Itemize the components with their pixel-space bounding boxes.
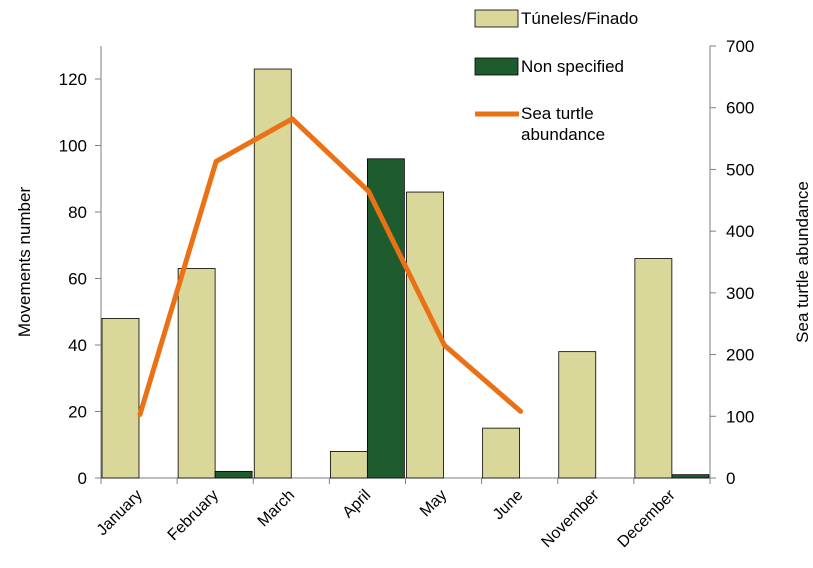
- category-label: May: [417, 487, 450, 520]
- legend-label-line: Sea turtle: [521, 104, 594, 123]
- bar-non-specified: [366, 158, 405, 479]
- y2-axis-title: Sea turtle abundance: [793, 181, 812, 343]
- right-tick-label: 700: [726, 37, 754, 56]
- left-tick-label: 20: [68, 403, 87, 422]
- legend-label-line: abundance: [521, 125, 605, 144]
- legend-label-non-specified: Non specified: [521, 57, 624, 76]
- category-label: April: [340, 487, 375, 522]
- y-axis-title: Movements number: [15, 187, 34, 338]
- left-tick-label: 80: [68, 203, 87, 222]
- left-tick-label: 60: [68, 270, 87, 289]
- right-tick-label: 400: [726, 222, 754, 241]
- bar-tuneles-finado: [177, 268, 216, 479]
- legend-label-sea-turtle-abundance: Sea turtle abundance: [521, 104, 605, 144]
- legend-swatch-tuneles-finado: [474, 9, 519, 28]
- left-tick-label: 120: [59, 70, 87, 89]
- category-label: March: [255, 487, 298, 530]
- right-tick-label: 100: [726, 407, 754, 426]
- right-tick-label: 0: [726, 469, 735, 488]
- right-tick-label: 600: [726, 99, 754, 118]
- sea-turtle-abundance-line: [137, 116, 524, 417]
- bar-tuneles-finado: [558, 351, 597, 479]
- left-tick-label: 100: [59, 137, 87, 156]
- category-label: February: [165, 487, 222, 544]
- category-label: November: [538, 486, 603, 551]
- right-tick-label: 200: [726, 346, 754, 365]
- category-label: December: [615, 486, 680, 551]
- bar-tuneles-finado: [634, 258, 673, 479]
- bar-tuneles-finado: [482, 427, 521, 479]
- category-label: June: [490, 487, 527, 524]
- right-tick-label: 300: [726, 284, 754, 303]
- bar-non-specified: [671, 474, 710, 479]
- bar-tuneles-finado: [329, 450, 368, 479]
- bar-tuneles-finado: [101, 317, 140, 479]
- bar-non-specified: [214, 470, 253, 479]
- category-label: January: [94, 487, 146, 539]
- right-tick-label: 500: [726, 160, 754, 179]
- legend-label-tuneles-finado: Túneles/Finado: [521, 9, 638, 28]
- left-tick-label: 40: [68, 336, 87, 355]
- legend-swatch-non-specified: [474, 57, 519, 76]
- left-tick-label: 0: [78, 469, 87, 488]
